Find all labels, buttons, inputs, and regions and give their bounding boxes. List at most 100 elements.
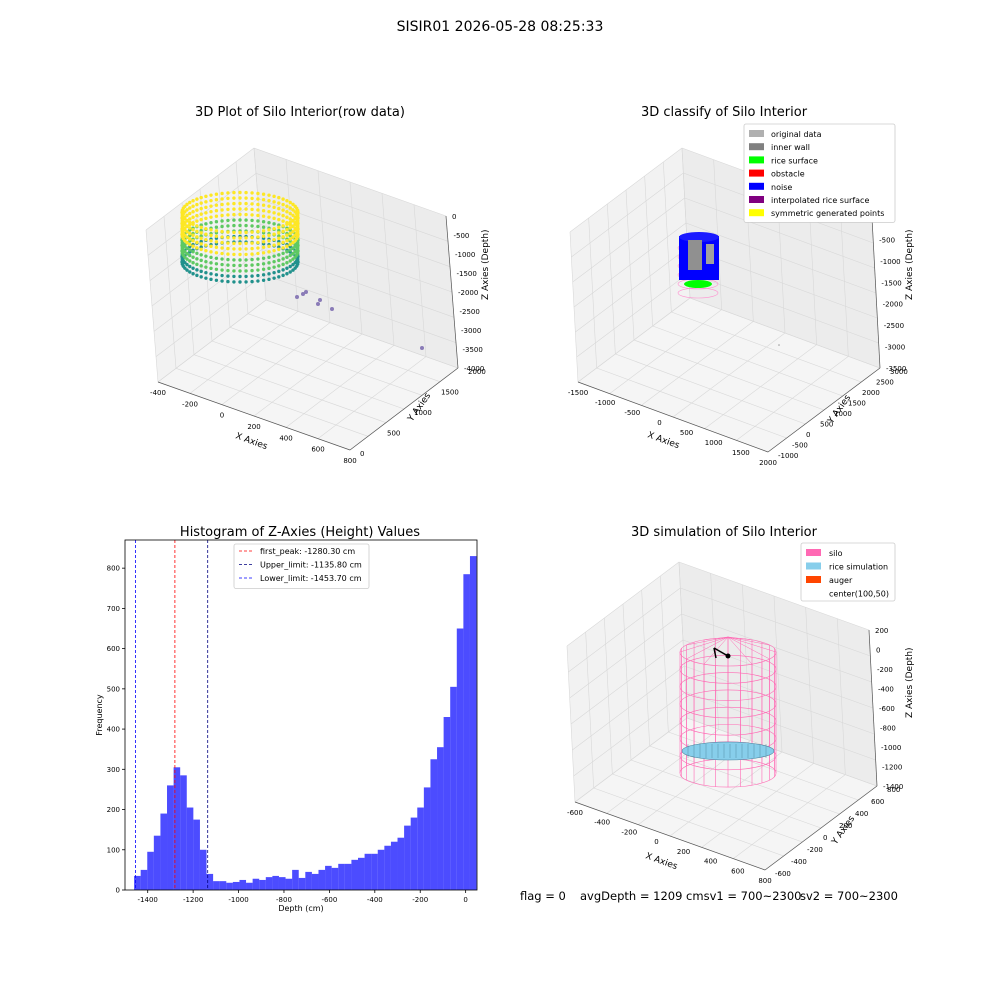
data-point [214,240,219,244]
data-point [261,256,266,260]
data-point [261,267,266,271]
data-point [188,211,192,216]
x-tick-label: -200 [182,400,198,408]
data-point [261,203,266,207]
data-point [191,266,195,270]
inner-wall-region [688,240,702,270]
data-point [191,233,195,237]
data-point [256,246,260,250]
z-tick-label: -400 [878,686,894,694]
x-ticks: -1400 -1200 -1000 -800 -600 -400 -200 0 [138,890,468,904]
x-tick-label: 0 [220,412,224,420]
data-point [220,279,224,283]
data-point [285,233,289,237]
data-point [281,246,285,250]
silo-simulation [679,636,777,788]
data-point [204,276,208,280]
z-tick-label: -1200 [882,764,902,772]
histogram-bar [318,869,326,890]
data-point [256,219,260,223]
histogram-bar [397,837,405,890]
data-point [232,196,236,200]
data-point [238,223,242,228]
legend-swatch [749,143,764,151]
data-point [199,275,203,279]
y-tick-label: 1500 [441,389,459,397]
auger-line [713,647,717,659]
histogram-bar [199,849,207,890]
y-tick-label: 300 [107,766,120,774]
data-point [256,273,260,278]
histogram-bar [167,785,174,890]
data-point [199,269,203,274]
data-point [214,256,219,260]
data-point [256,224,260,229]
x-axis-label: Depth (cm) [278,904,323,913]
y-tick-label: 2000 [862,389,880,397]
data-point [204,211,208,215]
figure-title: SISIR01 2026-05-28 08:25:33 [397,19,604,35]
data-point [272,243,276,247]
histogram-bar [232,881,240,890]
data-point [195,229,199,234]
data-point [277,242,281,246]
data-point [288,231,292,236]
histogram-bar [311,873,319,890]
data-point [250,213,254,217]
y-tick-label: 500 [820,421,833,429]
data-point [232,263,236,268]
data-point [250,252,254,256]
data-point [291,257,295,261]
silo-ring [679,689,777,719]
y-tick-label: 2500 [876,379,894,387]
axis-line [574,801,766,871]
legend-swatch [806,562,821,570]
data-point [277,212,281,216]
legend-swatch [749,156,764,164]
data-point [250,218,254,223]
z-tick-label: -3500 [886,365,906,373]
data-point [238,207,242,211]
data-point [214,198,219,202]
histogram-bar [358,857,365,890]
data-point [281,202,285,207]
data-point [291,224,295,228]
data-point [188,237,192,241]
data-point [195,240,199,245]
data-point [188,242,192,247]
data-point [272,237,276,242]
data-point [272,232,276,236]
data-point [232,274,236,279]
data-point [209,261,213,265]
data-point [277,269,281,274]
data-point [226,230,230,234]
data-point [199,258,203,263]
data-point [220,213,224,218]
data-point [238,230,242,235]
data-point [272,265,276,269]
data-point [209,215,213,219]
data-point [293,260,297,265]
data-point [226,202,230,206]
z-tick-label: -1000 [880,258,900,266]
histogram-bar [469,556,477,890]
x-tick-label: 400 [704,858,717,866]
data-point [183,210,187,214]
data-point [220,229,224,234]
tick-labels: -400-200020040060080005001000150020000-5… [150,213,486,465]
z-tick-label: 0 [876,647,880,655]
data-point [188,231,192,236]
y-tick-label: 0 [806,431,810,439]
data-point [272,270,276,275]
data-point [261,245,266,249]
data-point [191,199,195,203]
data-point [291,213,295,218]
data-point [195,213,199,218]
axis-line [868,629,878,787]
data-point [244,230,248,235]
data-point [214,278,219,282]
histogram-bar [338,863,345,890]
data-point [209,198,213,203]
center-point [725,653,731,659]
legend-swatch [749,196,764,203]
